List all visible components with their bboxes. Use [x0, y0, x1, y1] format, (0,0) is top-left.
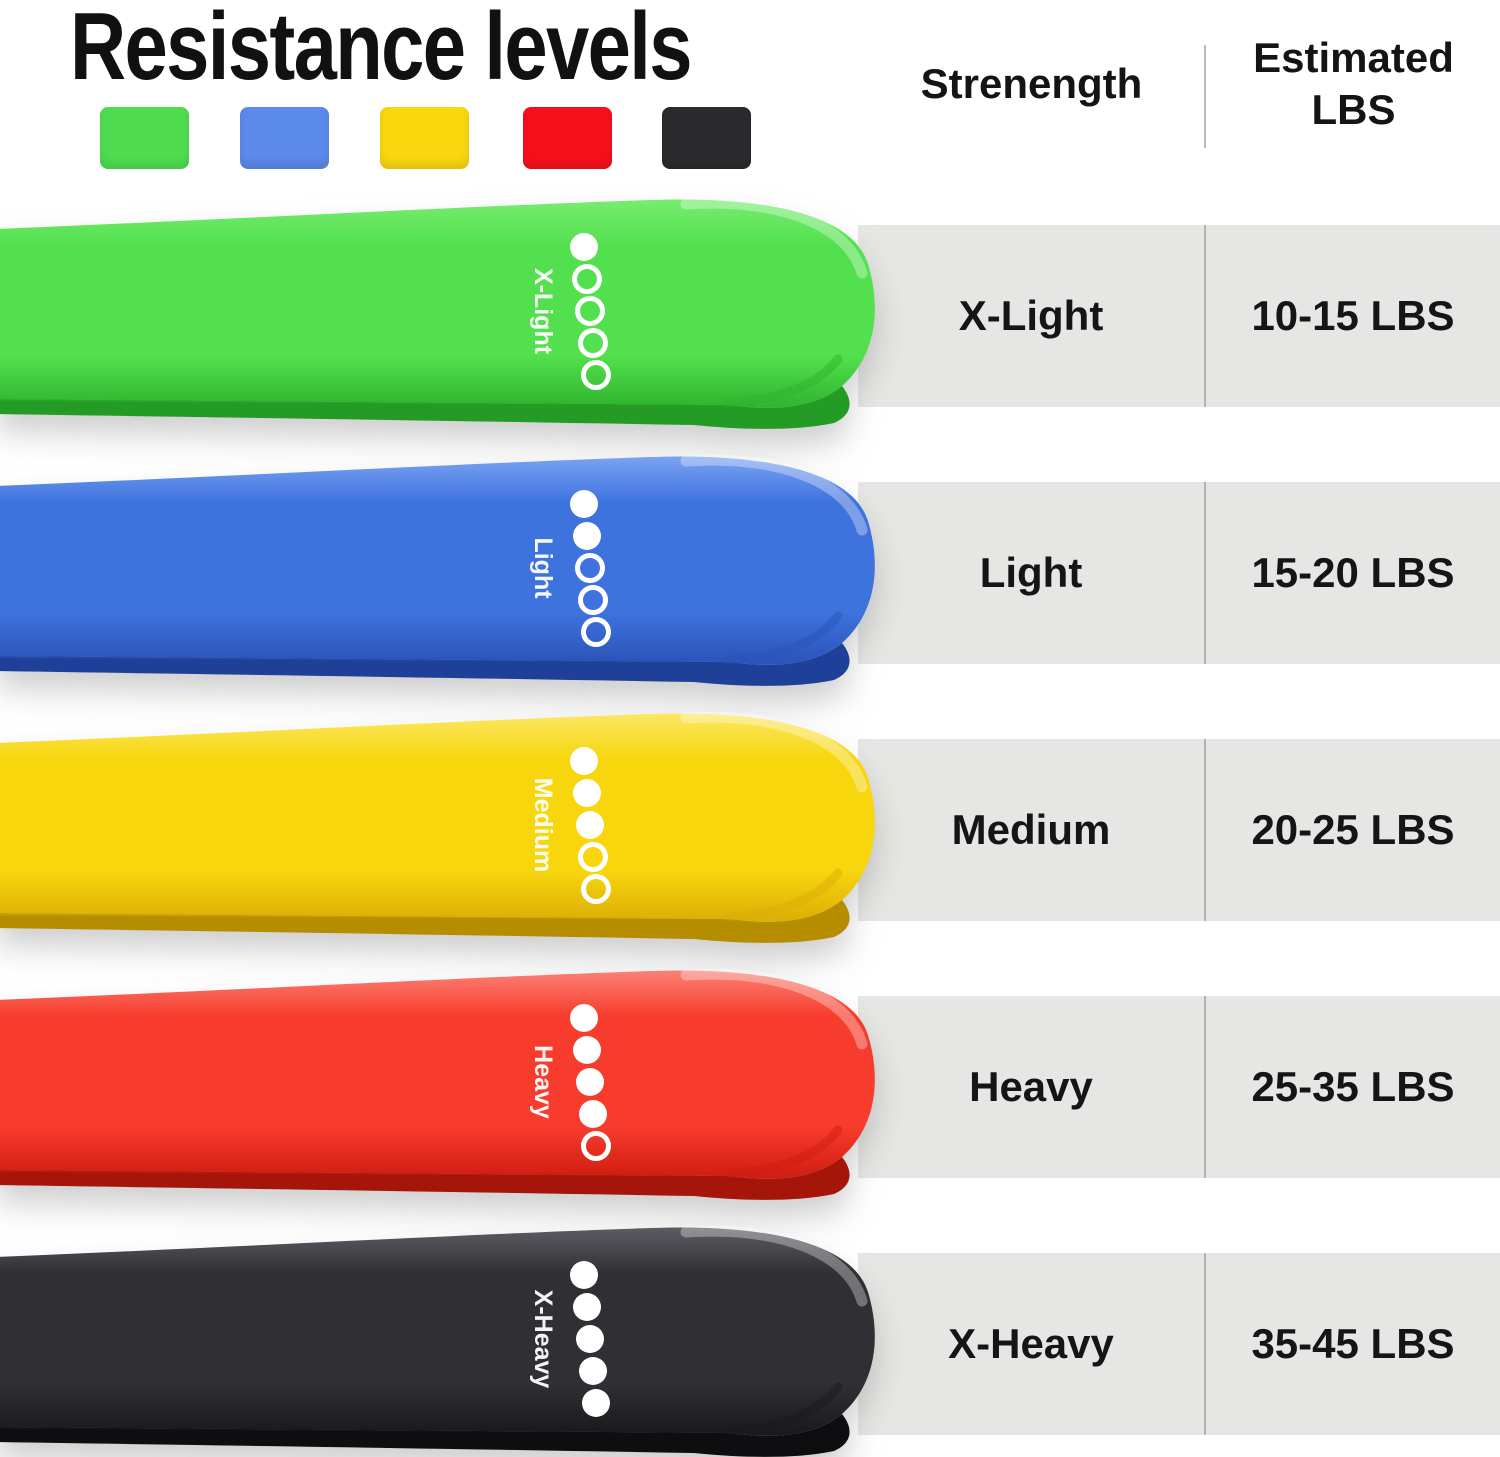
band-crease-line — [0, 912, 725, 920]
strength-dot-hollow — [581, 1131, 611, 1161]
table-row-heavy: Heavy 25-35 LBS — [858, 996, 1500, 1178]
strength-dot-hollow — [578, 585, 608, 615]
band-under-loop — [0, 1414, 850, 1457]
strength-dot-filled — [576, 811, 604, 839]
strength-dot-filled — [570, 747, 598, 775]
band-under-loop — [0, 900, 850, 943]
band-strap — [0, 713, 875, 922]
band-fold-highlight — [680, 968, 868, 1050]
row-column-divider — [1204, 739, 1206, 921]
band-fold-shadow — [723, 611, 843, 664]
strength-dot-filled — [570, 233, 598, 261]
band-level-label: X-Light — [529, 268, 557, 355]
band-fold-highlight — [680, 711, 868, 793]
band-crease-line — [0, 398, 725, 406]
legend-swatch-red — [523, 107, 612, 169]
estimated-lbs-cell: 15-20 LBS — [1251, 549, 1455, 596]
column-header-strength: Strenength — [858, 28, 1205, 140]
band-level-label: Heavy — [529, 1045, 557, 1119]
band-crease-line — [0, 1169, 725, 1177]
strength-dot-filled — [573, 779, 601, 807]
strength-dot-hollow — [578, 328, 608, 358]
band-strap — [0, 970, 875, 1179]
resistance-band-medium: Medium — [0, 711, 875, 943]
band-fold-shadow — [723, 1382, 843, 1435]
band-fold-shadow — [723, 1125, 843, 1178]
resistance-band-light: Light — [0, 454, 875, 686]
band-strap — [0, 456, 875, 665]
table-row-x-light: X-Light 10-15 LBS — [858, 225, 1500, 407]
estimated-lbs-cell: 10-15 LBS — [1251, 292, 1455, 339]
column-header-strength-label: Strenength — [920, 59, 1143, 107]
legend-swatch-yellow — [380, 107, 469, 169]
row-column-divider — [1204, 482, 1206, 664]
resistance-band-x-light: X-Light — [0, 197, 875, 429]
band-fold-shadow — [723, 354, 843, 407]
band-level-label: X-Heavy — [529, 1290, 557, 1389]
strength-dot-hollow — [575, 553, 605, 583]
row-column-divider — [1204, 996, 1206, 1178]
legend-swatch-black — [662, 107, 751, 169]
table-row-light: Light 15-20 LBS — [858, 482, 1500, 664]
strength-cell: X-Heavy — [948, 1320, 1114, 1367]
strength-cell: Heavy — [969, 1063, 1093, 1110]
header-column-divider — [1204, 45, 1206, 148]
strength-cell: Medium — [951, 806, 1111, 853]
band-fold-highlight — [680, 454, 868, 536]
strength-dot-filled — [570, 490, 598, 518]
strength-dot-filled — [570, 1004, 598, 1032]
band-under-loop — [0, 386, 850, 429]
column-header-estimated-lbs-label: Estimated LBS — [1253, 33, 1454, 134]
resistance-band-x-heavy: X-Heavy — [0, 1225, 875, 1457]
strength-dot-filled — [579, 1100, 607, 1128]
band-strap — [0, 1227, 875, 1436]
band-fold-highlight — [680, 1225, 868, 1307]
band-level-label: Light — [529, 537, 557, 599]
strength-dot-hollow — [581, 617, 611, 647]
strength-dot-hollow — [581, 874, 611, 904]
strength-dot-hollow — [581, 360, 611, 390]
strength-dot-filled — [573, 522, 601, 550]
strength-dot-hollow — [575, 296, 605, 326]
strength-dot-filled — [582, 1389, 610, 1417]
estimated-lbs-cell: 35-45 LBS — [1251, 1320, 1455, 1367]
strength-dot-filled — [579, 1357, 607, 1385]
color-swatches — [0, 107, 800, 169]
strength-dot-filled — [576, 1325, 604, 1353]
estimated-lbs-cell: 20-25 LBS — [1251, 806, 1455, 853]
strength-dot-filled — [573, 1036, 601, 1064]
strength-dot-hollow — [578, 842, 608, 872]
row-column-divider — [1204, 1253, 1206, 1435]
band-strap — [0, 199, 875, 408]
band-level-label: Medium — [529, 778, 557, 872]
band-under-loop — [0, 1157, 850, 1200]
band-under-loop — [0, 643, 850, 686]
strength-dot-filled — [570, 1261, 598, 1289]
band-fold-highlight — [680, 197, 868, 279]
page-title: Resistance levels — [70, 0, 693, 100]
legend-swatch-blue — [240, 107, 329, 169]
band-crease-line — [0, 655, 725, 663]
legend-swatch-green — [100, 107, 189, 169]
band-crease-line — [0, 1426, 725, 1434]
resistance-band-heavy: Heavy — [0, 968, 875, 1200]
table-row-x-heavy: X-Heavy 35-45 LBS — [858, 1253, 1500, 1435]
estimated-lbs-cell: 25-35 LBS — [1251, 1063, 1455, 1110]
strength-dot-hollow — [572, 264, 602, 294]
strength-dot-filled — [573, 1293, 601, 1321]
strength-cell: X-Light — [958, 292, 1104, 339]
column-header-estimated-lbs: Estimated LBS — [1207, 28, 1500, 140]
band-fold-shadow — [723, 868, 843, 921]
row-column-divider — [1204, 225, 1206, 407]
strength-cell: Light — [979, 549, 1083, 596]
table-row-medium: Medium 20-25 LBS — [858, 739, 1500, 921]
strength-dot-filled — [576, 1068, 604, 1096]
